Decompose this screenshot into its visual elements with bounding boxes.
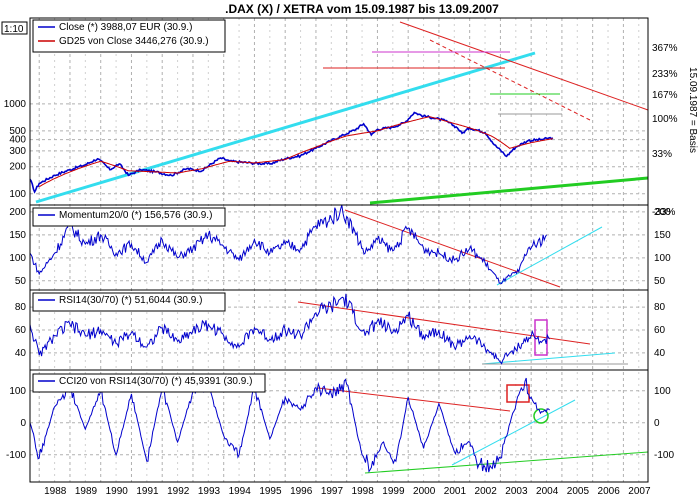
series-line [29,204,547,285]
legend-label: GD25 von Close 3446,276 (30.9.) [59,36,209,47]
y-tick-label: 300 [9,146,26,157]
trendline [317,387,511,412]
x-tick-label: 1994 [229,486,252,497]
right-tick-label: 233% [652,69,678,80]
y-tick-label: 50 [15,276,27,287]
right-tick-label: 80 [654,302,666,313]
right-tick-label: 33% [652,149,672,160]
right-tick-label: -100 [654,450,674,461]
x-tick-label: 2001 [444,486,467,497]
x-tick-label: 1996 [290,486,313,497]
x-tick-label: 2004 [536,486,559,497]
right-tick-label: 60 [654,325,666,336]
trendline [496,226,603,286]
x-tick-label: 1989 [75,486,98,497]
y-tick-label: 0 [20,418,26,429]
right-tick-label: -33% [652,207,675,218]
legend-box [32,373,266,393]
right-tick-label: 367% [652,43,678,54]
right-tick-label: 0 [654,418,660,429]
highlight-circle [533,408,549,424]
trendline-layer [35,21,649,474]
right-tick-label: 100 [654,253,671,264]
right-axis-label: 15.09.1987 = Basis [687,67,698,153]
series-line [29,293,551,365]
y-tick-label: 60 [15,325,27,336]
x-tick-label: 1988 [44,486,67,497]
trendline [429,39,591,121]
series-line [38,116,553,188]
x-tick-label: 1990 [106,486,129,497]
trendline [364,451,649,474]
right-tick-label: 167% [652,90,678,101]
y-tick-label: 200 [9,162,26,173]
grid-layer [30,18,648,482]
panel-frames [29,17,649,483]
series-line [29,111,554,194]
highlight-box [506,384,530,403]
trendline [451,399,576,466]
trendline [399,21,649,111]
trendline [369,176,649,205]
trendline [297,301,591,345]
x-tick-label: 1992 [167,486,190,497]
legend-box [32,292,226,312]
legend-box [32,207,226,227]
tick-labels: 1988 1989 1990 1991 1992 1993 1994 1995 1996 1997… [4,43,678,497]
x-tick-label: 2003 [505,486,528,497]
y-tick-label: 500 [9,126,26,137]
x-tick-label: 1997 [321,486,344,497]
right-tick-label: 100 [654,386,671,397]
x-tick-label: 2000 [413,486,436,497]
y-tick-label: -100 [6,450,26,461]
series-line [29,377,550,473]
corner-box [1,21,28,35]
x-tick-label: 2002 [475,486,498,497]
trendline [481,352,616,365]
right-tick-label: 200 [654,207,671,218]
y-tick-label: 200 [9,207,26,218]
y-tick-label: 1000 [4,99,27,110]
x-tick-label: 2006 [598,486,621,497]
trendline [35,51,536,204]
corner-label: 1:10 [4,24,24,35]
series-layer [29,111,554,473]
right-tick-label: 50 [654,276,666,287]
x-tick-label: 1993 [198,486,221,497]
y-tick-label: 100 [9,189,26,200]
panel-frame-cci [29,369,649,483]
right-tick-label: 40 [654,348,666,359]
legend-label: RSI14(30/70) (*) 51,6044 (30.9.) [59,295,202,306]
y-tick-label: 40 [15,348,27,359]
x-tick-label: 1999 [382,486,405,497]
x-tick-label: 1991 [136,486,159,497]
y-tick-label: 150 [9,230,26,241]
legend-box [32,19,226,53]
y-tick-label: 400 [9,135,26,146]
y-tick-label: 80 [15,302,27,313]
x-tick-label: 2005 [567,486,590,497]
legend-layer: Close (*) 3988,07 EUR (30.9.) GD25 von Cl… [32,19,266,393]
legend-label: CCI20 von RSI14(30/70) (*) 45,9391 (30.9… [59,376,252,387]
x-tick-label: 2007 [628,486,651,497]
right-tick-label: 150 [654,230,671,241]
y-tick-label: 100 [9,253,26,264]
y-tick-label: 100 [9,386,26,397]
legend-label: Momentum20/0 (*) 156,576 (30.9.) [59,210,212,221]
right-tick-label: 100% [652,114,678,125]
x-tick-label: 1995 [259,486,282,497]
legend-label: Close (*) 3988,07 EUR (30.9.) [59,22,192,33]
x-tick-label: 1998 [352,486,375,497]
chart-title: .DAX (X) / XETRA vom 15.09.1987 bis 13.0… [225,2,499,16]
trendline [344,209,561,288]
